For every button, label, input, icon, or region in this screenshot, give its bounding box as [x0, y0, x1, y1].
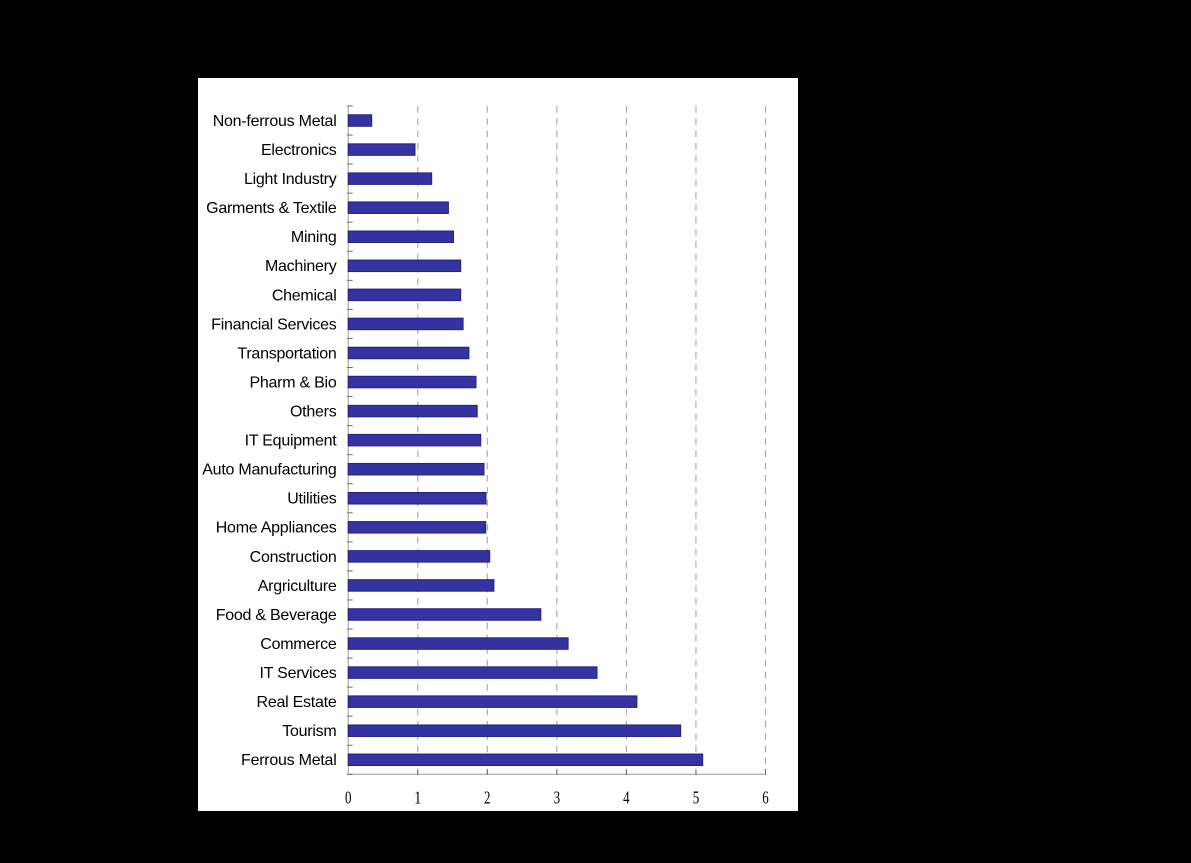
svg-text:IT Equipment: IT Equipment: [245, 433, 338, 450]
svg-text:1: 1: [414, 789, 421, 808]
svg-text:Chemical: Chemical: [272, 287, 337, 304]
svg-text:IT Services: IT Services: [260, 665, 337, 682]
svg-text:Pharm & Bio: Pharm & Bio: [249, 374, 336, 391]
svg-text:Electronics: Electronics: [261, 142, 337, 159]
svg-text:Tourism: Tourism: [282, 723, 336, 740]
svg-text:Construction: Construction: [250, 549, 337, 566]
svg-text:4: 4: [623, 789, 630, 809]
svg-text:Financial Services: Financial Services: [211, 316, 337, 333]
svg-text:Others: Others: [290, 403, 337, 420]
svg-text:Utilities: Utilities: [287, 491, 337, 508]
svg-text:Commerce: Commerce: [260, 636, 337, 653]
svg-text:3: 3: [554, 789, 561, 809]
svg-text:Food & Beverage: Food & Beverage: [216, 607, 337, 624]
svg-text:2: 2: [484, 789, 490, 809]
svg-text:6: 6: [762, 789, 769, 809]
svg-text:Ferrous Metal: Ferrous Metal: [241, 752, 336, 769]
svg-text:Transportation: Transportation: [237, 345, 336, 362]
svg-text:0: 0: [345, 789, 352, 809]
svg-text:Argriculture: Argriculture: [258, 578, 337, 595]
svg-text:Machinery: Machinery: [265, 258, 337, 275]
svg-text:Non-ferrous Metal: Non-ferrous Metal: [213, 113, 337, 130]
svg-text:5: 5: [693, 789, 700, 809]
svg-text:Auto Manufacturing: Auto Manufacturing: [202, 462, 336, 479]
svg-text:Home Appliances: Home Appliances: [216, 520, 337, 537]
svg-text:Garments & Textile: Garments & Textile: [206, 200, 337, 217]
svg-text:Light Industry: Light Industry: [244, 171, 337, 188]
svg-text:Mining: Mining: [291, 229, 337, 246]
svg-text:Real Estate: Real Estate: [257, 694, 337, 711]
